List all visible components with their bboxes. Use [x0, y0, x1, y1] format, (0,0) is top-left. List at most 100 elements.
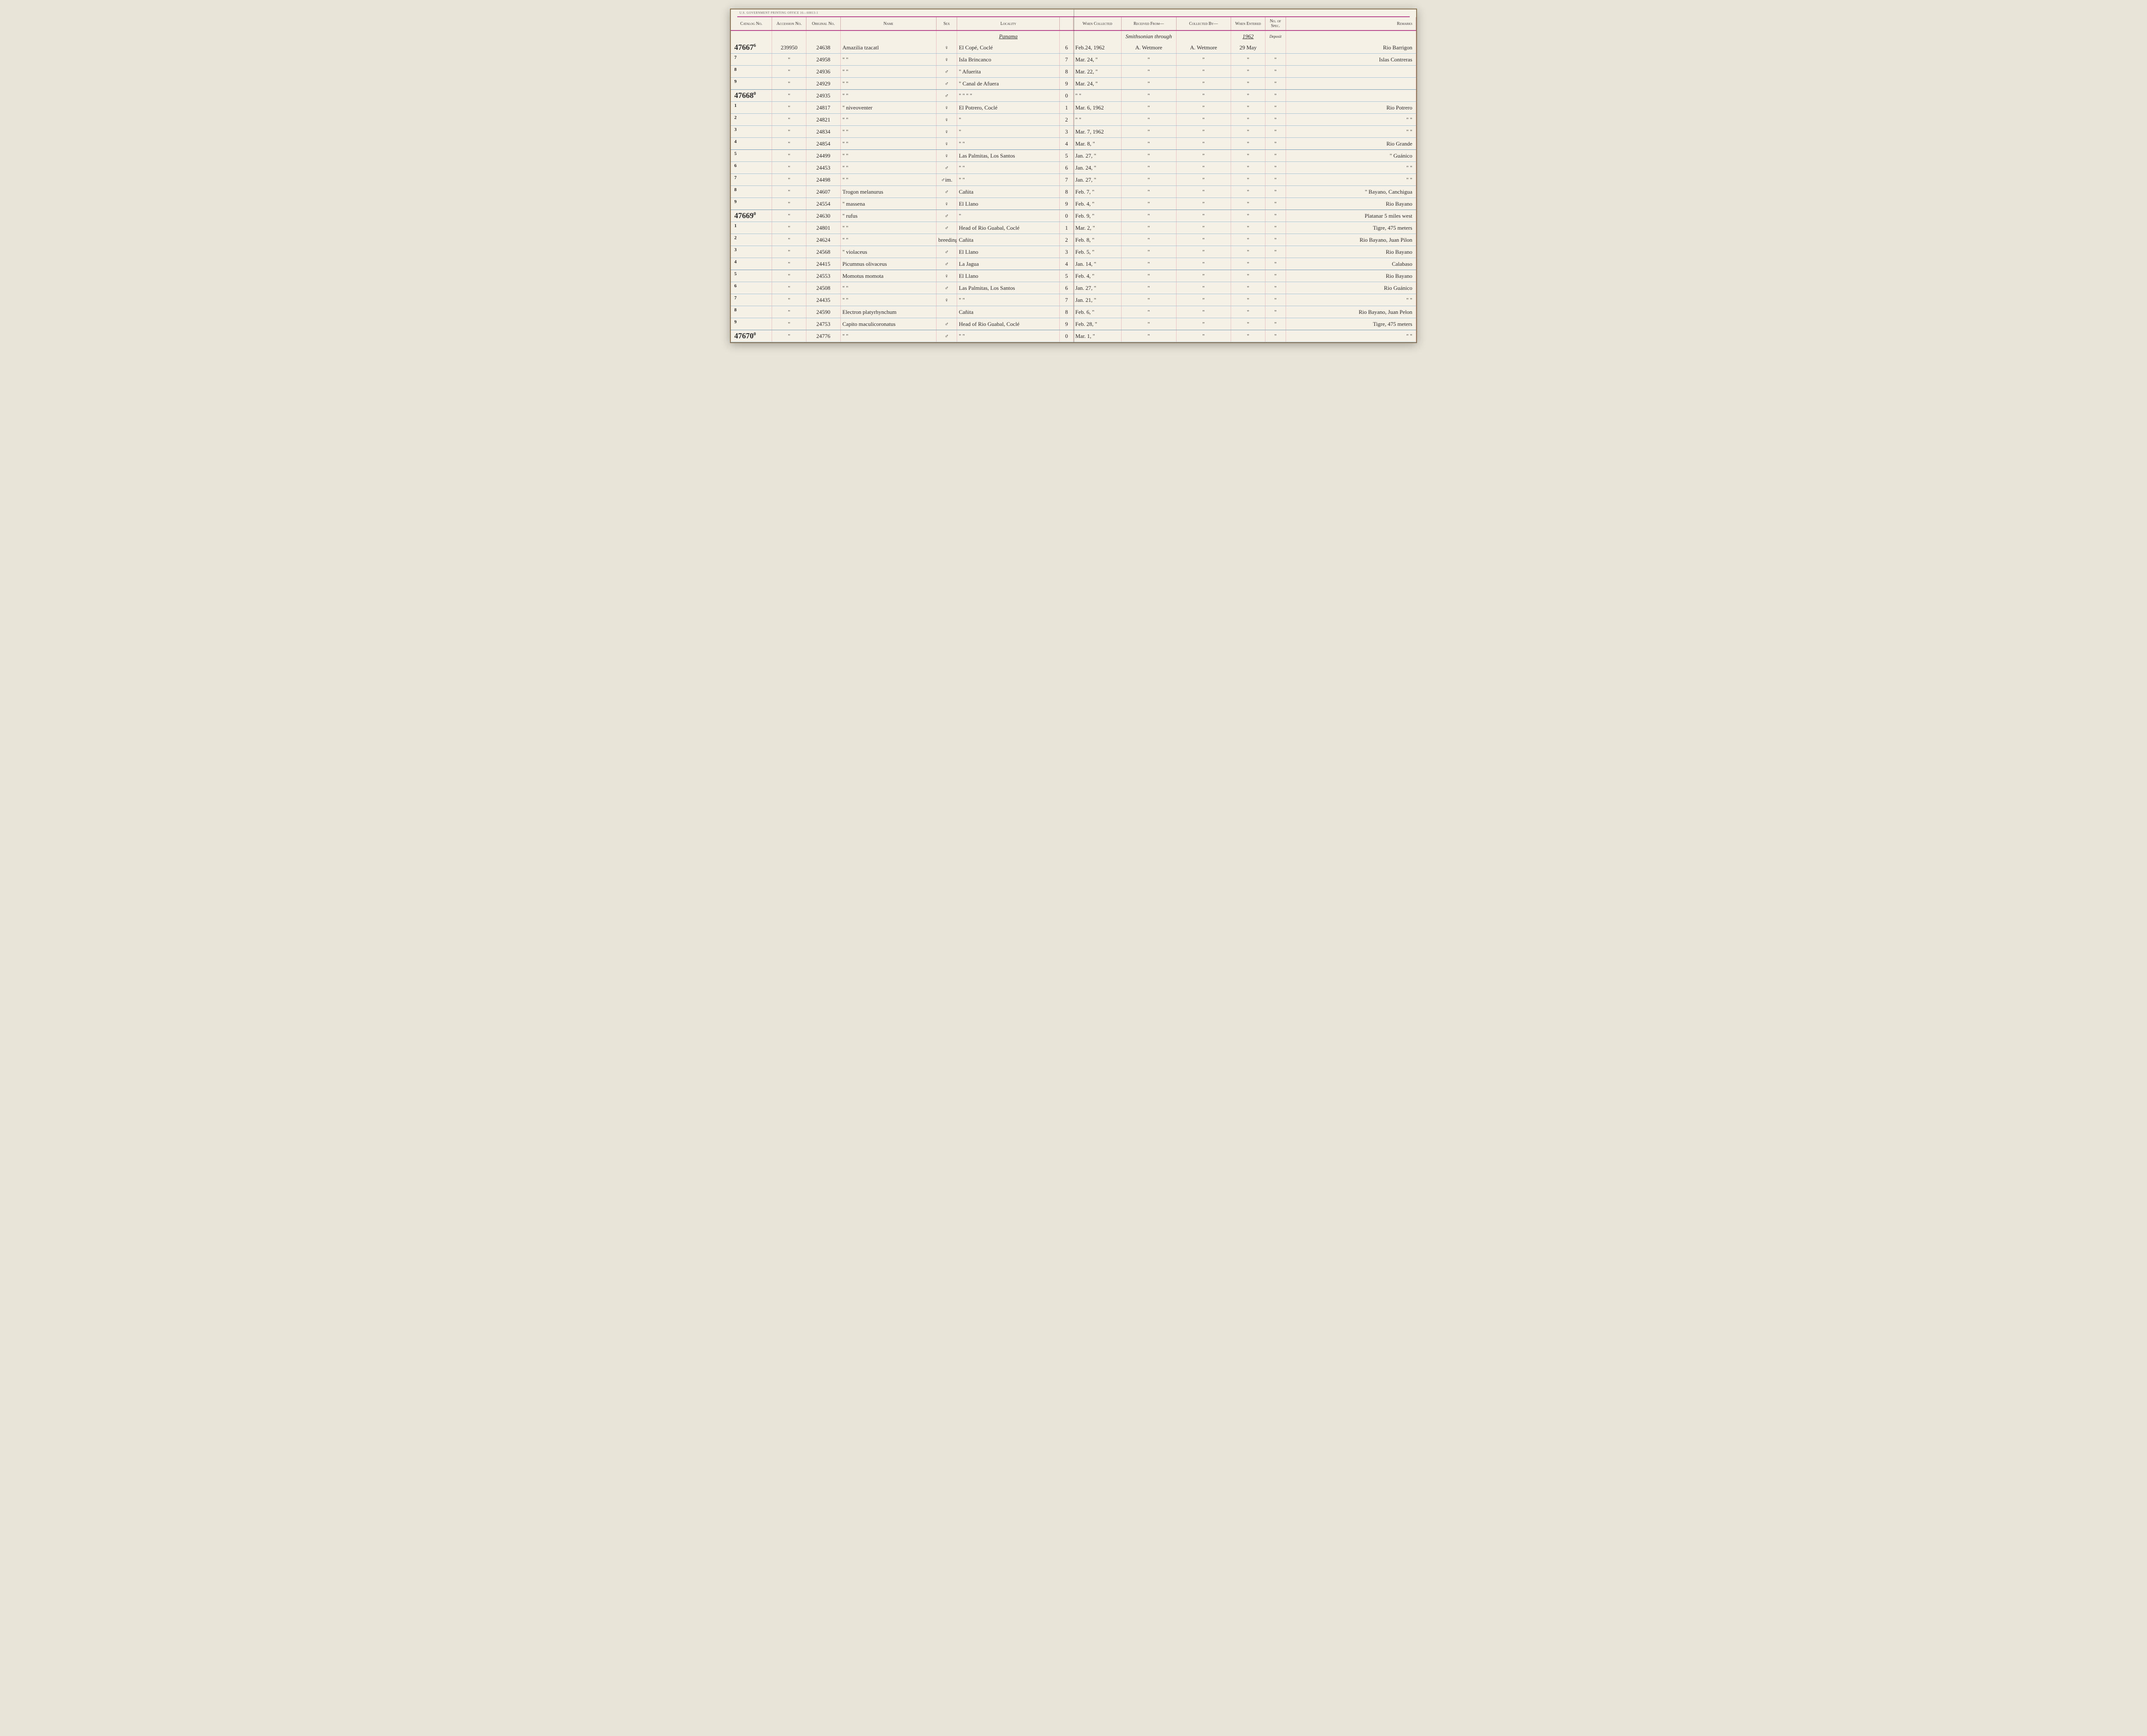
cell-received: "	[1121, 270, 1176, 282]
cell-when: Feb. 8, "	[1074, 234, 1122, 246]
cell-original: 24554	[806, 198, 840, 210]
cell-sex: ♀	[937, 138, 957, 150]
cell-received: "	[1121, 210, 1176, 222]
cell-remarks	[1286, 66, 1416, 78]
cell-when: Mar. 8, "	[1074, 138, 1122, 150]
cell-spec: "	[1265, 306, 1286, 318]
cell-row-index: 6	[1060, 42, 1074, 54]
cell-locality: " "	[957, 138, 1059, 150]
cell-catalog: 4	[731, 138, 772, 150]
cell-spec: "	[1265, 222, 1286, 234]
cell-row-index: 8	[1060, 186, 1074, 198]
cell-original: 24854	[806, 138, 840, 150]
cell-when: Mar. 7, 1962	[1074, 126, 1122, 138]
cell-sex: ♀	[937, 150, 957, 162]
cell-original: 24498	[806, 174, 840, 186]
cell-spec: "	[1265, 258, 1286, 270]
cell-sex: ♀	[937, 294, 957, 306]
cell-when: Jan. 24, "	[1074, 162, 1122, 174]
cell-when: Feb. 5, "	[1074, 246, 1122, 258]
cell-collected: "	[1176, 174, 1231, 186]
cell-name: " violaceus	[840, 246, 936, 258]
cell-sex: ♂im.	[937, 174, 957, 186]
cell-spec: "	[1265, 102, 1286, 114]
cell-sex: ♂	[937, 162, 957, 174]
cell-when: Jan. 27, "	[1074, 174, 1122, 186]
cell-row-index: 6	[1060, 162, 1074, 174]
cell-locality: Cañita	[957, 234, 1059, 246]
cell-row-index: 3	[1060, 246, 1074, 258]
cell-accession: 239950	[772, 42, 806, 54]
cell-sex	[937, 306, 957, 318]
cell-catalog: 476690	[731, 210, 772, 222]
cell-entered: "	[1231, 126, 1265, 138]
cell-collected: "	[1176, 90, 1231, 102]
cell-row-index: 2	[1060, 114, 1074, 126]
cell-collected: "	[1176, 294, 1231, 306]
cell-row-index: 0	[1060, 90, 1074, 102]
cell-remarks: Rio Potrero	[1286, 102, 1416, 114]
cell-received: A. Wetmore	[1121, 42, 1176, 54]
page-spec: Deposit	[1265, 30, 1286, 42]
cell-when: " "	[1074, 90, 1122, 102]
cell-accession: "	[772, 66, 806, 78]
cell-sex: ♀	[937, 102, 957, 114]
cell-collected: "	[1176, 222, 1231, 234]
cell-remarks: " "	[1286, 294, 1416, 306]
cell-locality: Head of Rio Guabal, Coclé	[957, 318, 1059, 330]
cell-locality: La Jagua	[957, 258, 1059, 270]
cell-row-index: 5	[1060, 150, 1074, 162]
cell-original: 24929	[806, 78, 840, 90]
cell-when: Feb. 28, "	[1074, 318, 1122, 330]
cell-sex: ♂	[937, 258, 957, 270]
cell-entered: "	[1231, 234, 1265, 246]
cell-accession: "	[772, 78, 806, 90]
cell-sex: ♀	[937, 198, 957, 210]
cell-when: Jan. 27, "	[1074, 150, 1122, 162]
cell-entered: "	[1231, 54, 1265, 66]
cell-original: 24568	[806, 246, 840, 258]
header-catalog: Catalog No.	[731, 17, 772, 30]
cell-accession: "	[772, 126, 806, 138]
cell-spec: "	[1265, 66, 1286, 78]
cell-collected: "	[1176, 282, 1231, 294]
cell-name: " "	[840, 66, 936, 78]
cell-sex: ♂	[937, 318, 957, 330]
cell-sex: ♂	[937, 246, 957, 258]
cell-remarks: " "	[1286, 162, 1416, 174]
cell-accession: "	[772, 102, 806, 114]
header-spacer	[1060, 17, 1074, 30]
cell-accession: "	[772, 186, 806, 198]
cell-original: 24801	[806, 222, 840, 234]
cell-locality: El Llano	[957, 270, 1059, 282]
cell-name: Amazilia tzacatl	[840, 42, 936, 54]
cell-entered: "	[1231, 198, 1265, 210]
cell-collected: "	[1176, 330, 1231, 342]
cell-entered: "	[1231, 90, 1265, 102]
cell-sex: ♂	[937, 282, 957, 294]
cell-catalog: 6	[731, 282, 772, 294]
cell-original: 24834	[806, 126, 840, 138]
cell-spec: "	[1265, 126, 1286, 138]
cell-name: " "	[840, 162, 936, 174]
cell-row-index: 0	[1060, 210, 1074, 222]
cell-accession: "	[772, 294, 806, 306]
cell-row-index: 4	[1060, 138, 1074, 150]
cell-accession: "	[772, 306, 806, 318]
cell-spec: "	[1265, 162, 1286, 174]
cell-spec: "	[1265, 90, 1286, 102]
cell-spec: "	[1265, 270, 1286, 282]
cell-received: "	[1121, 306, 1176, 318]
cell-sex: ♂	[937, 78, 957, 90]
cell-accession: "	[772, 90, 806, 102]
cell-collected: "	[1176, 138, 1231, 150]
cell-spec: "	[1265, 282, 1286, 294]
cell-spec: "	[1265, 186, 1286, 198]
cell-when: Feb. 6, "	[1074, 306, 1122, 318]
cell-accession: "	[772, 54, 806, 66]
cell-original: 24821	[806, 114, 840, 126]
cell-original: 24817	[806, 102, 840, 114]
cell-collected: "	[1176, 306, 1231, 318]
cell-received: "	[1121, 90, 1176, 102]
cell-original: 24776	[806, 330, 840, 342]
